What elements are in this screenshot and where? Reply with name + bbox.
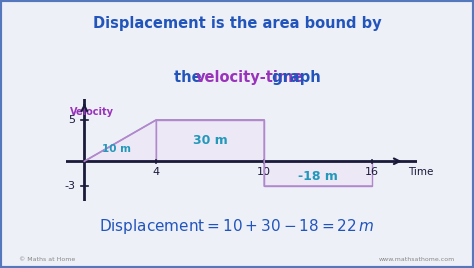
Text: the: the (174, 70, 207, 85)
Text: velocity-time: velocity-time (196, 70, 304, 85)
Text: 5: 5 (68, 115, 75, 125)
Text: graph: graph (267, 70, 321, 85)
Text: 30 m: 30 m (193, 134, 228, 147)
Text: 10: 10 (257, 167, 271, 177)
Bar (264, 161, 372, 186)
Text: Displacement is the area bound by: Displacement is the area bound by (93, 16, 381, 31)
Text: 16: 16 (365, 167, 379, 177)
Text: 10 m: 10 m (102, 144, 131, 154)
Text: Time: Time (408, 167, 434, 177)
Text: -18 m: -18 m (298, 170, 338, 183)
Text: © Maths at Home: © Maths at Home (18, 257, 75, 262)
Text: -3: -3 (64, 181, 75, 191)
Bar (156, 120, 264, 161)
Polygon shape (84, 120, 156, 161)
Text: www.mathsathome.com: www.mathsathome.com (379, 257, 456, 262)
Text: $\mathrm{Displacement} = 10 + 30 - 18 = 22\,\mathit{m}$: $\mathrm{Displacement} = 10 + 30 - 18 = … (99, 217, 375, 236)
Text: 4: 4 (153, 167, 160, 177)
Text: Velocity: Velocity (70, 107, 114, 117)
